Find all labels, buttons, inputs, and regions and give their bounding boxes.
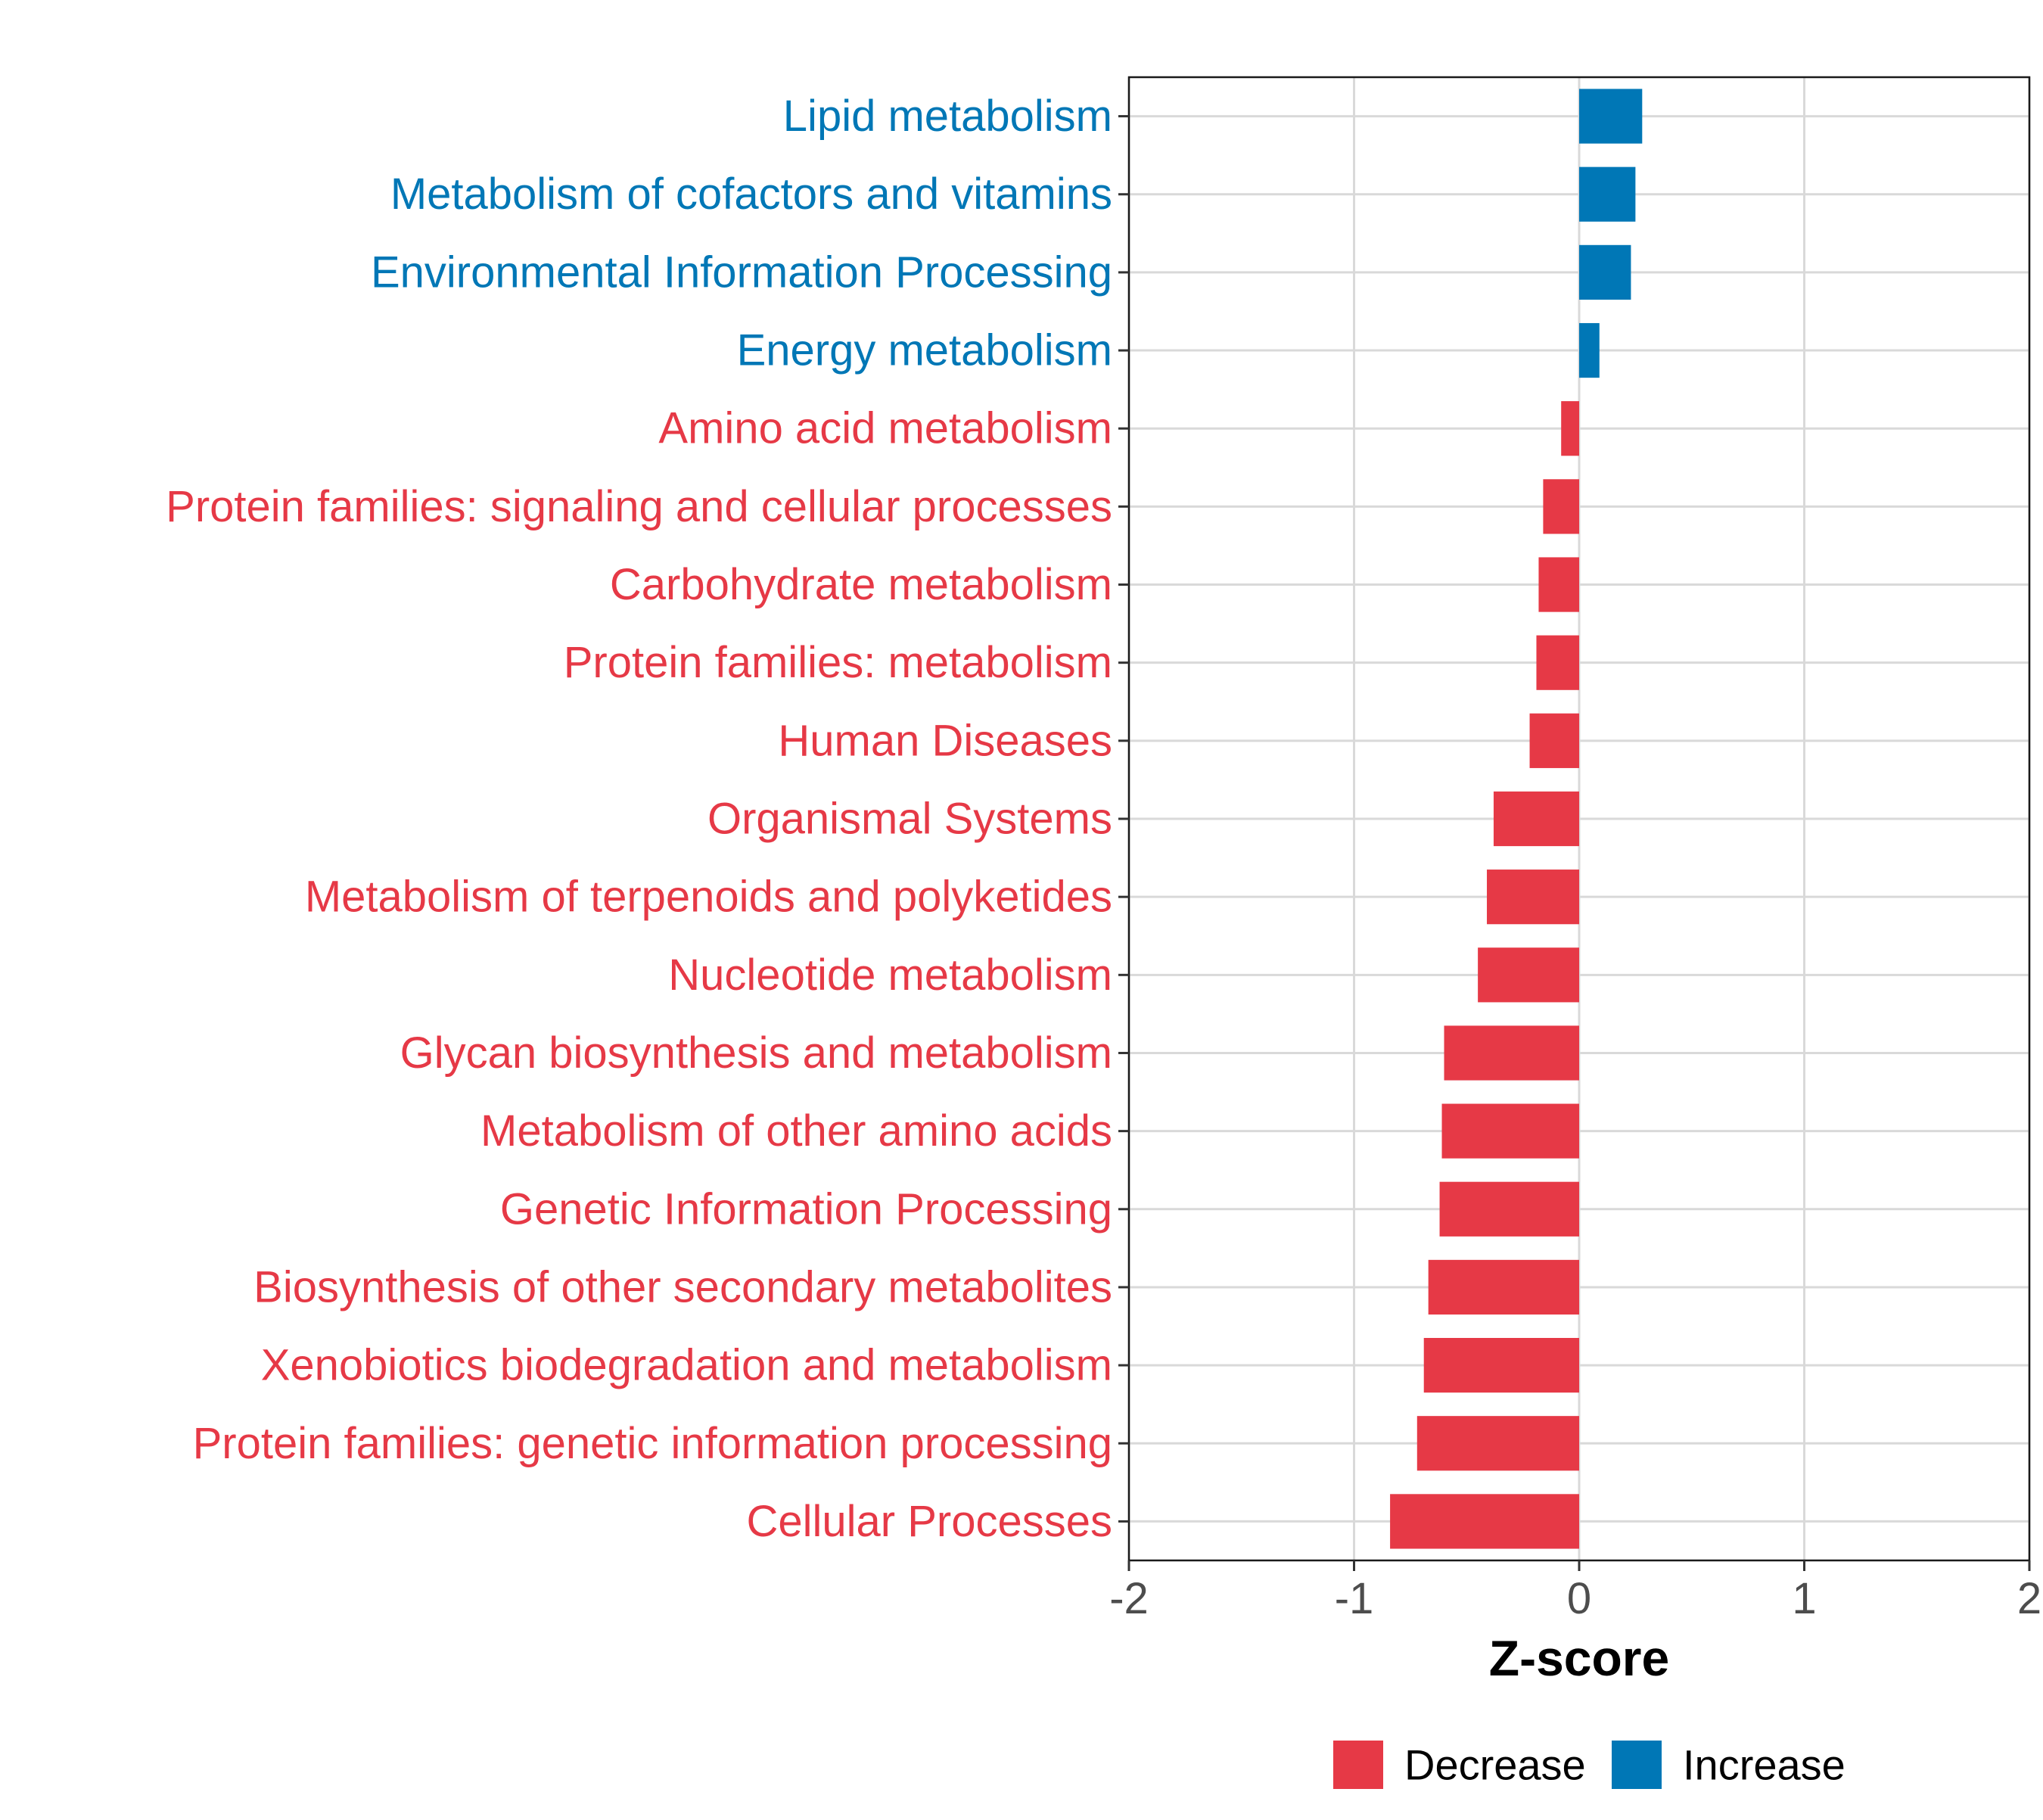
category-labels: Lipid metabolism Metabolism of cofactors … bbox=[166, 92, 1112, 1546]
x-tick-label: -1 bbox=[1335, 1574, 1374, 1623]
legend-label-increase: Increase bbox=[1683, 1741, 1846, 1789]
bar-decrease bbox=[1428, 1259, 1579, 1315]
bar-decrease bbox=[1439, 1181, 1579, 1237]
category-label: Protein families: genetic information pr… bbox=[193, 1419, 1112, 1468]
bar-decrease bbox=[1543, 479, 1579, 534]
legend-swatch-decrease bbox=[1333, 1741, 1383, 1789]
category-label: Protein families: metabolism bbox=[564, 638, 1112, 687]
category-label: Amino acid metabolism bbox=[658, 404, 1112, 453]
category-label: Xenobiotics biodegradation and metabolis… bbox=[261, 1341, 1112, 1390]
category-label: Environmental Information Processing bbox=[371, 247, 1112, 297]
bar-decrease bbox=[1487, 870, 1579, 925]
category-label: Glycan biosynthesis and metabolism bbox=[400, 1028, 1112, 1078]
legend-label-decrease: Decrease bbox=[1404, 1741, 1586, 1789]
category-label: Human Diseases bbox=[778, 716, 1112, 765]
bar-decrease bbox=[1441, 1103, 1579, 1159]
bar-increase bbox=[1579, 244, 1631, 300]
category-label: Nucleotide metabolism bbox=[668, 950, 1112, 1000]
bar-increase bbox=[1579, 322, 1600, 378]
bar-decrease bbox=[1423, 1338, 1579, 1393]
category-label: Metabolism of other amino acids bbox=[480, 1106, 1112, 1156]
category-label: Lipid metabolism bbox=[783, 92, 1112, 141]
axis-layer: -2 -1 0 1 2 Z-score bbox=[1109, 76, 2041, 1686]
bar-decrease bbox=[1444, 1025, 1579, 1081]
category-label: Carbohydrate metabolism bbox=[610, 560, 1112, 609]
bar-layer bbox=[1390, 89, 1643, 1549]
bar-increase bbox=[1579, 89, 1643, 144]
x-tick-label: 2 bbox=[2017, 1574, 2041, 1623]
category-label: Genetic Information Processing bbox=[500, 1184, 1112, 1234]
bar-decrease bbox=[1529, 713, 1579, 768]
bar-decrease bbox=[1493, 791, 1579, 847]
bar-decrease bbox=[1536, 635, 1579, 690]
bar-decrease bbox=[1478, 947, 1579, 1003]
category-label: Cellular Processes bbox=[746, 1497, 1112, 1546]
bar-decrease bbox=[1416, 1416, 1579, 1471]
category-label: Protein families: signaling and cellular… bbox=[166, 482, 1112, 531]
bar-decrease bbox=[1390, 1494, 1579, 1549]
category-label: Organismal Systems bbox=[707, 795, 1112, 844]
category-label: Energy metabolism bbox=[737, 326, 1112, 375]
x-axis-title: Z-score bbox=[1489, 1630, 1669, 1686]
category-label: Metabolism of terpenoids and polyketides bbox=[305, 873, 1112, 922]
x-tick-label: -2 bbox=[1109, 1574, 1149, 1623]
x-tick-label: 0 bbox=[1567, 1574, 1591, 1623]
bar-decrease bbox=[1538, 557, 1579, 612]
bar-decrease bbox=[1561, 401, 1579, 456]
bar-increase bbox=[1579, 166, 1636, 222]
category-label: Metabolism of cofactors and vitamins bbox=[390, 170, 1112, 219]
legend: Decrease Increase bbox=[1333, 1741, 1846, 1789]
legend-swatch-increase bbox=[1612, 1741, 1662, 1789]
category-label: Biosynthesis of other secondary metaboli… bbox=[253, 1262, 1112, 1311]
x-tick-label: 1 bbox=[1792, 1574, 1816, 1623]
